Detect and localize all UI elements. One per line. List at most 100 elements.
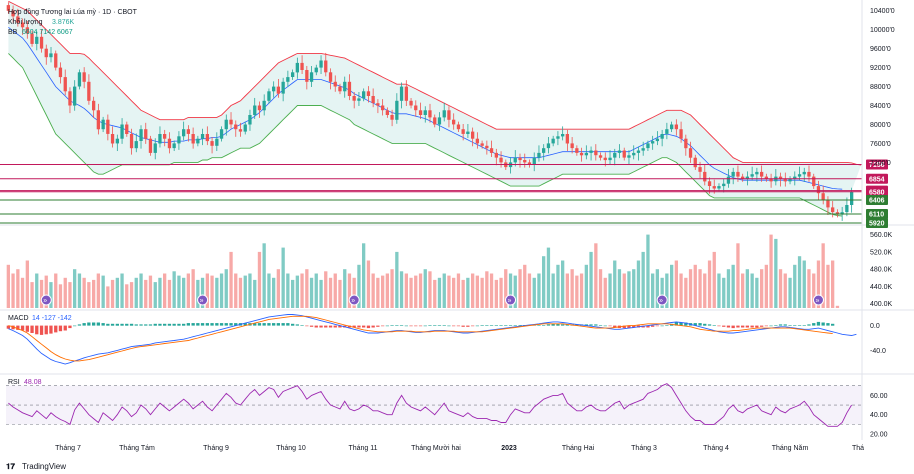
candle[interactable]: [129, 128, 134, 155]
candle[interactable]: [527, 159, 532, 168]
candle[interactable]: [58, 62, 63, 84]
candle[interactable]: [660, 129, 664, 147]
candle[interactable]: [674, 119, 678, 136]
candle[interactable]: [286, 70, 290, 88]
candle[interactable]: [238, 122, 243, 137]
candle[interactable]: [115, 134, 119, 152]
candle[interactable]: [177, 131, 181, 150]
candle[interactable]: [262, 94, 266, 116]
candle[interactable]: [466, 124, 470, 138]
candle[interactable]: [229, 112, 233, 129]
candle[interactable]: [319, 55, 323, 75]
candle[interactable]: [295, 57, 299, 79]
candle[interactable]: [679, 121, 683, 143]
candle[interactable]: [39, 29, 44, 53]
candle[interactable]: [219, 126, 224, 142]
candle[interactable]: [196, 135, 200, 147]
candle[interactable]: [570, 137, 574, 154]
candle[interactable]: [632, 145, 636, 160]
candle[interactable]: [54, 50, 58, 71]
event-marker-icon[interactable]: »: [348, 294, 360, 306]
candle[interactable]: [385, 107, 389, 118]
candle[interactable]: [693, 154, 697, 170]
candle[interactable]: [456, 121, 461, 133]
candle[interactable]: [518, 153, 522, 168]
candle[interactable]: [205, 126, 209, 146]
candle[interactable]: [579, 147, 584, 162]
candle[interactable]: [418, 102, 423, 120]
candle[interactable]: [291, 69, 295, 80]
candle[interactable]: [537, 145, 541, 162]
candle[interactable]: [565, 129, 569, 152]
candle[interactable]: [437, 112, 442, 131]
candle[interactable]: [532, 152, 536, 172]
candle[interactable]: [144, 122, 148, 144]
candle[interactable]: [556, 131, 560, 146]
candle[interactable]: [106, 114, 110, 141]
candle[interactable]: [352, 92, 356, 109]
candle[interactable]: [243, 121, 247, 135]
candle[interactable]: [234, 120, 238, 137]
macd-pane[interactable]: [6, 314, 857, 365]
candle[interactable]: [395, 93, 399, 124]
candle[interactable]: [163, 129, 167, 147]
candle[interactable]: [92, 96, 96, 118]
candle[interactable]: [309, 65, 314, 88]
candle[interactable]: [224, 114, 228, 136]
candle[interactable]: [561, 126, 565, 141]
candle[interactable]: [788, 176, 792, 185]
candle[interactable]: [267, 88, 271, 104]
candle[interactable]: [343, 76, 347, 98]
candle[interactable]: [314, 64, 318, 76]
candle[interactable]: [49, 46, 53, 63]
event-marker-icon[interactable]: »: [812, 294, 824, 306]
candle[interactable]: [409, 97, 413, 109]
candle[interactable]: [167, 132, 172, 154]
candle[interactable]: [25, 20, 29, 39]
candle[interactable]: [489, 140, 494, 157]
candle[interactable]: [371, 88, 375, 108]
candle[interactable]: [77, 69, 82, 90]
candle[interactable]: [523, 153, 527, 168]
candle[interactable]: [670, 121, 674, 133]
candle[interactable]: [68, 87, 72, 114]
candle[interactable]: [622, 147, 626, 161]
candle[interactable]: [608, 150, 612, 165]
candle[interactable]: [546, 137, 551, 154]
candle[interactable]: [44, 44, 48, 65]
candle[interactable]: [182, 121, 186, 141]
candle[interactable]: [257, 101, 262, 118]
candle[interactable]: [414, 100, 418, 117]
tradingview-logo[interactable]: 𝟏𝟕 TradingView: [6, 462, 66, 471]
candle[interactable]: [755, 167, 759, 182]
candle[interactable]: [594, 144, 598, 161]
event-marker-icon[interactable]: »: [656, 294, 668, 306]
candle[interactable]: [148, 135, 153, 156]
candle[interactable]: [35, 31, 39, 51]
candle[interactable]: [826, 196, 830, 215]
candle[interactable]: [584, 145, 588, 160]
candle[interactable]: [200, 128, 205, 146]
candle[interactable]: [731, 167, 735, 185]
candle[interactable]: [366, 86, 371, 103]
candle[interactable]: [333, 75, 337, 92]
candle[interactable]: [6, 2, 10, 14]
candle[interactable]: [783, 172, 787, 187]
rsi-pane[interactable]: [6, 383, 862, 427]
candle[interactable]: [442, 102, 446, 122]
candle[interactable]: [210, 137, 214, 154]
candle[interactable]: [347, 74, 352, 101]
candle[interactable]: [651, 135, 655, 150]
candle[interactable]: [158, 126, 162, 148]
candle[interactable]: [433, 114, 437, 128]
candle[interactable]: [16, 8, 20, 27]
candle[interactable]: [475, 132, 479, 149]
candle[interactable]: [835, 209, 840, 218]
candle[interactable]: [153, 138, 157, 160]
candle[interactable]: [30, 30, 34, 47]
candle[interactable]: [172, 140, 176, 152]
candle[interactable]: [778, 172, 783, 187]
candle[interactable]: [542, 144, 546, 161]
candle[interactable]: [101, 116, 105, 133]
candle[interactable]: [134, 133, 138, 153]
